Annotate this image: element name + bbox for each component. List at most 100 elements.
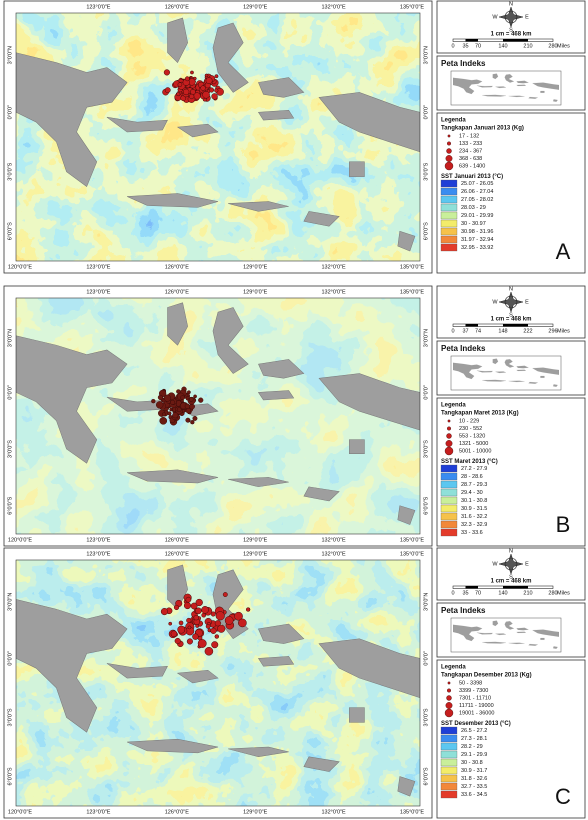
- legend-box: [436, 112, 586, 274]
- sst-class: 32.95 - 33.92: [461, 245, 493, 251]
- catch-class: 1321 - 5000: [459, 441, 488, 447]
- sst-class: 32.3 - 32.9: [461, 522, 487, 528]
- catch-symbol: [445, 155, 453, 162]
- sst-class: 30 - 30.8: [461, 760, 483, 766]
- catch-point: [178, 620, 184, 626]
- lat-label-right: 3°0'0"S: [423, 440, 429, 458]
- scale-tick: 35: [462, 43, 468, 49]
- scale-tick: 0: [451, 43, 454, 49]
- catch-point: [177, 82, 183, 87]
- panel-letter: B: [556, 512, 571, 537]
- catch-point: [167, 411, 172, 416]
- sst-swatch: [440, 195, 458, 204]
- scale-tick: 140: [498, 590, 507, 596]
- catch-point: [164, 87, 171, 94]
- scale-title: 1 cm = 468 km: [491, 32, 532, 38]
- scale-bar-fill: [503, 39, 528, 42]
- catch-class: 639 - 1400: [459, 163, 485, 169]
- sst-class: 28.7 - 29.3: [461, 482, 487, 488]
- catch-point: [214, 88, 219, 93]
- lon-label-bottom: 120°0'0"E: [8, 537, 32, 543]
- catch-point: [161, 412, 166, 417]
- sst-swatch: [440, 472, 458, 481]
- catch-point: [159, 416, 168, 425]
- catch-class: 11711 - 19000: [459, 703, 494, 709]
- catch-class: 10 - 229: [459, 418, 479, 424]
- scale-tick: 296: [548, 328, 557, 334]
- sst-swatch: [440, 512, 458, 521]
- sst-class: 33.6 - 34.5: [461, 792, 487, 798]
- sst-swatch: [440, 726, 458, 735]
- catch-point: [160, 608, 169, 616]
- scale-tick: 70: [475, 590, 481, 596]
- lon-label-bottom: 120°0'0"E: [8, 809, 32, 815]
- sst-swatch: [440, 203, 458, 212]
- lat-label-left: 0°0'0": [7, 651, 13, 665]
- sst-swatch: [440, 235, 458, 244]
- legend-box: [436, 659, 586, 819]
- scale-bar-fill: [465, 39, 478, 42]
- catch-point: [202, 90, 210, 99]
- catch-symbol: [447, 426, 452, 431]
- lat-label-right: 0°0'0": [423, 651, 429, 665]
- sst-class: 31.97 - 32.94: [461, 237, 493, 243]
- sst-swatch: [440, 464, 458, 473]
- lon-label-top: 129°0'0"E: [243, 289, 267, 295]
- catch-point: [245, 607, 251, 612]
- sst-swatch: [440, 758, 458, 767]
- lat-label-right: 6°0'0"S: [423, 496, 429, 514]
- catch-point: [186, 638, 193, 645]
- scale-title: 1 cm = 468 km: [491, 317, 532, 323]
- catch-symbol: [444, 161, 454, 171]
- catch-point: [193, 92, 201, 100]
- catch-point: [214, 620, 221, 627]
- catch-point: [184, 76, 190, 82]
- lat-label-left: 0°0'0": [7, 385, 13, 399]
- catch-symbol: [446, 148, 452, 154]
- compass-letter: E: [525, 561, 529, 567]
- catch-class: 234 - 367: [459, 148, 482, 154]
- catch-point: [170, 399, 176, 405]
- catch-point: [204, 73, 209, 78]
- catch-point: [211, 93, 218, 100]
- catch-point: [201, 612, 206, 618]
- scale-bar-fill: [503, 324, 528, 327]
- compass-ring: [504, 295, 518, 309]
- catch-symbol: [445, 440, 453, 447]
- catch-symbol: [446, 433, 452, 439]
- catch-point: [187, 625, 192, 630]
- sst-swatch: [440, 187, 458, 196]
- catch-point: [176, 91, 181, 97]
- lat-label-left: 0°0'0": [7, 105, 13, 119]
- catch-symbol: [445, 702, 453, 709]
- catch-point: [186, 617, 192, 624]
- catch-point: [210, 611, 216, 617]
- catch-title: Tangkapan Januari 2013 (Kg): [441, 126, 524, 132]
- lat-label-right: 3°0'0"N: [423, 46, 429, 64]
- sst-class: 32.7 - 33.5: [461, 784, 487, 790]
- lat-label-right: 6°0'0"S: [423, 222, 429, 240]
- catch-class: 5001 - 10000: [459, 448, 491, 454]
- lon-label-top: 135°0'0"E: [400, 551, 424, 557]
- catch-symbol: [444, 708, 454, 718]
- catch-point: [193, 614, 199, 621]
- map-inner-frame: [15, 559, 421, 807]
- lat-label-left: 3°0'0"N: [7, 329, 13, 347]
- sst-swatch: [440, 504, 458, 513]
- sst-class: 26.5 - 27.2: [461, 728, 487, 734]
- sst-title: SST Januari 2013 (°C): [441, 174, 503, 180]
- sst-swatch: [440, 488, 458, 497]
- lat-label-right: 3°0'0"N: [423, 329, 429, 347]
- sst-class: 33 - 33.6: [461, 530, 483, 536]
- lon-label-bottom: 135°0'0"E: [400, 537, 424, 543]
- sst-swatch: [440, 227, 458, 236]
- sst-swatch: [440, 211, 458, 220]
- sst-class: 25.07 - 26.05: [461, 181, 493, 187]
- catch-point: [187, 390, 191, 395]
- catch-symbol: [446, 695, 452, 701]
- sst-swatch: [440, 243, 458, 252]
- lon-label-bottom: 123°0'0"E: [86, 537, 110, 543]
- lat-label-left: 6°0'0"S: [7, 496, 13, 514]
- scale-bar-fill: [503, 586, 528, 589]
